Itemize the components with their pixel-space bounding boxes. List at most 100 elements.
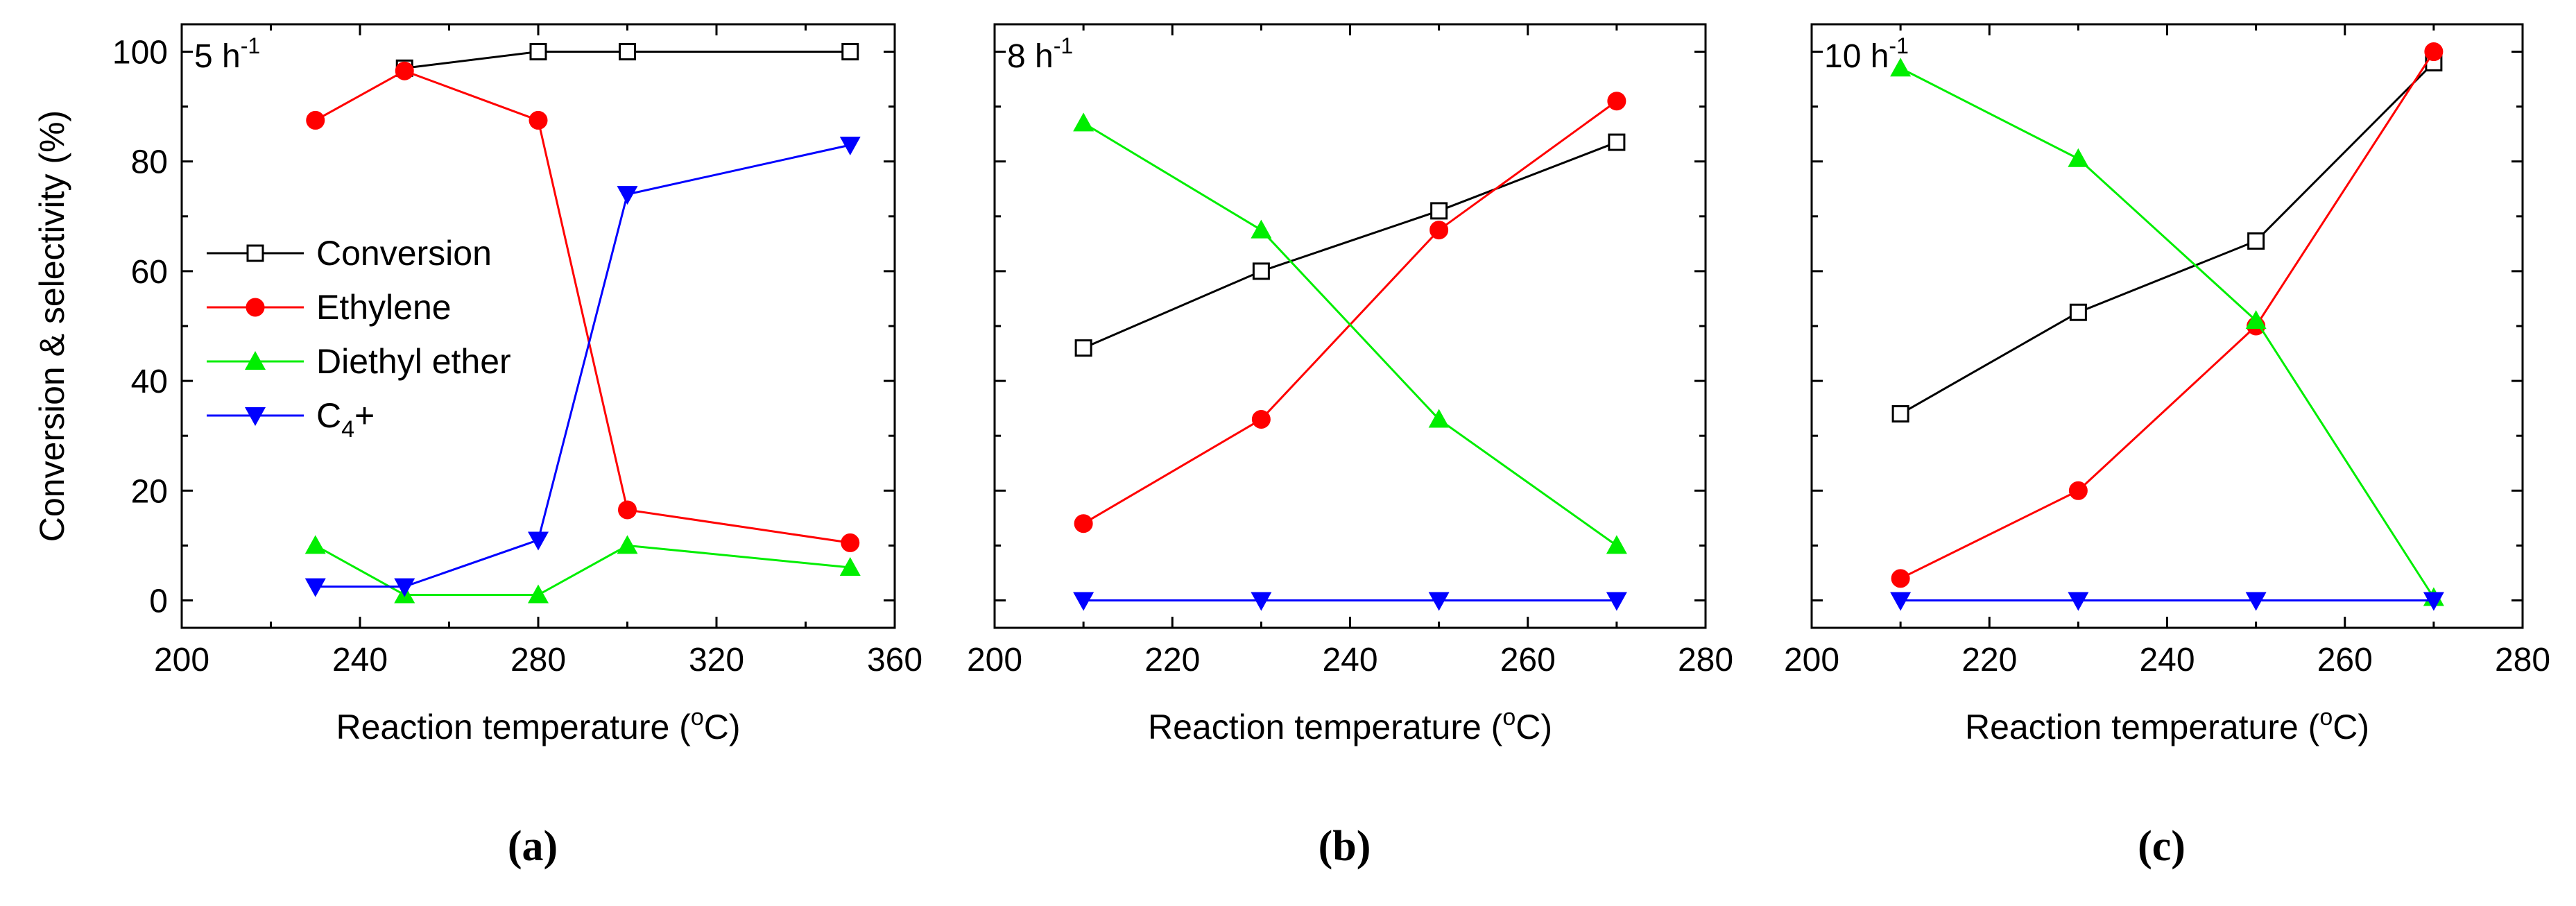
series-c4-	[1073, 592, 1627, 611]
data-point	[841, 43, 859, 61]
series-diethyl-ether	[304, 535, 861, 604]
data-point	[1074, 339, 1092, 357]
y-tick-label: 80	[131, 144, 168, 181]
legend-item: Diethyl ether	[207, 342, 511, 381]
y-tick-label: 40	[131, 364, 168, 400]
data-point	[2068, 481, 2088, 500]
legend-label: C4+	[316, 396, 375, 443]
data-point	[1607, 92, 1626, 111]
data-point	[2069, 303, 2087, 321]
data-point	[2245, 310, 2267, 330]
x-tick-label: 360	[867, 642, 922, 678]
series-ethylene	[306, 61, 860, 552]
series-ethylene	[1891, 42, 2444, 588]
panel-space-velocity: 5 h-1	[194, 33, 260, 75]
x-tick-label: 260	[1500, 642, 1556, 678]
series-conversion	[1074, 133, 1626, 357]
x-tick-label: 280	[510, 642, 566, 678]
data-point	[1073, 112, 1094, 132]
data-point	[839, 137, 861, 155]
x-tick-label: 280	[1678, 642, 1733, 678]
data-point	[1252, 262, 1270, 280]
series-line	[1083, 141, 1617, 350]
legend-item: Ethylene	[207, 288, 452, 327]
data-point	[304, 578, 326, 597]
y-tick-label: 0	[149, 583, 168, 619]
legend: Conversion Ethylene Diethyl ether C4+	[207, 234, 511, 443]
series-diethyl-ether	[1073, 112, 1627, 554]
legend-label: Ethylene	[316, 288, 452, 327]
x-tick-label: 200	[967, 642, 1022, 678]
panel-caption: (c)	[2138, 823, 2186, 870]
data-point	[1608, 133, 1626, 151]
panel-space-velocity: 10 h-1	[1824, 33, 1909, 75]
data-point	[839, 557, 861, 576]
data-point	[619, 43, 636, 61]
x-tick-label: 240	[332, 642, 388, 678]
x-tick-label: 280	[2495, 642, 2550, 678]
series-c4-	[1890, 592, 2444, 611]
y-axis-title: Conversion & selectivity (%)	[33, 110, 71, 542]
x-axis-title: Reaction temperature (oC)	[1148, 704, 1552, 746]
data-point	[529, 110, 548, 130]
series-line	[1900, 51, 2435, 580]
legend-marker	[245, 407, 266, 426]
data-point	[618, 500, 637, 520]
panel-caption: (a)	[508, 823, 558, 870]
data-point	[1428, 592, 1450, 611]
data-point	[1074, 514, 1093, 533]
x-tick-label: 220	[1961, 642, 2017, 678]
panel-2: 200 220 240 260 280 10 h-1 Reaction temperatur…	[1784, 23, 2550, 870]
data-point	[617, 535, 638, 554]
data-point	[2068, 592, 2089, 611]
x-tick-label: 260	[2317, 642, 2373, 678]
x-axis-title: Reaction temperature (oC)	[336, 704, 740, 746]
legend-marker	[245, 351, 266, 370]
series-conversion	[1891, 53, 2443, 423]
data-point	[1891, 405, 1909, 423]
data-point	[1428, 409, 1450, 428]
data-point	[1073, 592, 1094, 611]
x-tick-label: 200	[154, 642, 209, 678]
panel-caption: (b)	[1319, 823, 1371, 870]
data-point	[2068, 148, 2089, 167]
legend-label: Diethyl ether	[316, 342, 511, 381]
data-point	[1251, 592, 1272, 611]
x-axis-title: Reaction temperature (oC)	[1965, 704, 2369, 746]
data-point	[1606, 535, 1627, 554]
data-point	[617, 186, 638, 205]
data-point	[394, 578, 415, 597]
data-point	[1606, 592, 1627, 611]
legend-label: Conversion	[316, 234, 492, 273]
panel-space-velocity: 8 h-1	[1007, 33, 1073, 75]
x-tick-label: 200	[1784, 642, 1839, 678]
legend-item: Conversion	[207, 234, 492, 273]
panel-1: 200 220 240 260 280 8 h-1 Reaction temperature…	[967, 23, 1733, 870]
x-tick-label: 240	[1322, 642, 1377, 678]
data-point	[1429, 221, 1449, 240]
series-line	[1083, 122, 1617, 547]
series-line	[404, 51, 850, 69]
y-tick-label: 100	[112, 35, 168, 71]
legend-item: C4+	[207, 396, 375, 443]
data-point	[2423, 592, 2444, 611]
data-point	[2424, 42, 2444, 62]
data-point	[306, 110, 325, 130]
data-point	[395, 61, 414, 80]
x-tick-label: 240	[2139, 642, 2195, 678]
data-point	[1890, 592, 1912, 611]
legend-marker	[246, 244, 264, 262]
series-c4-	[304, 137, 861, 597]
legend-marker	[246, 298, 265, 317]
data-point	[841, 533, 860, 552]
panel-0: 200 240 280 320 360 0 20 40 60 80 100 5 h-1 Reaction…	[33, 23, 922, 870]
data-point	[1891, 569, 1910, 588]
series-line	[1900, 67, 2435, 599]
y-tick-label: 60	[131, 254, 168, 291]
data-point	[1430, 202, 1448, 220]
series-line	[1900, 62, 2435, 415]
x-tick-label: 320	[689, 642, 744, 678]
data-point	[528, 531, 549, 551]
data-point	[1251, 219, 1272, 239]
